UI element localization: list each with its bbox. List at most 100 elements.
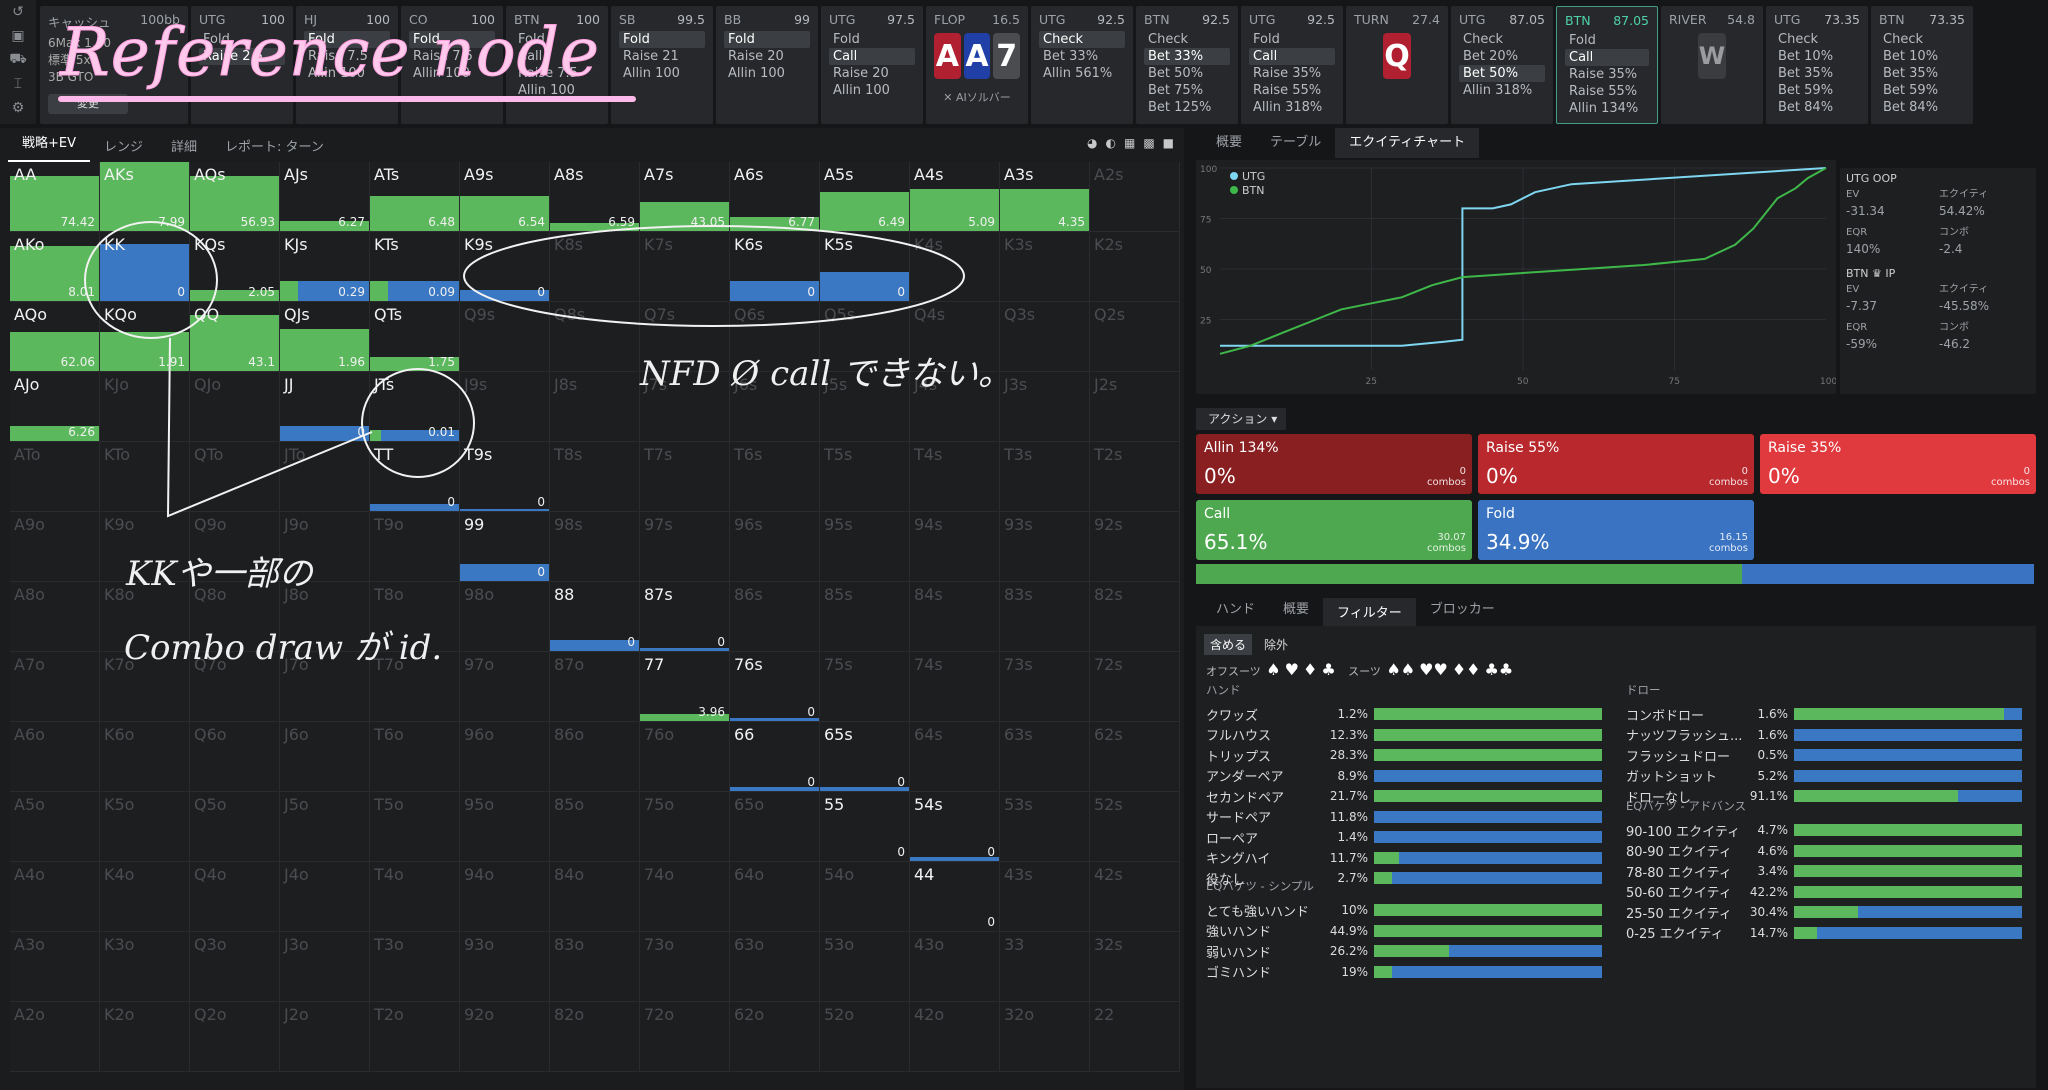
hand-cell[interactable]: T4o <box>370 862 460 932</box>
hand-cell[interactable]: 95s <box>820 512 910 582</box>
hand-cell[interactable]: 43o <box>910 932 1000 1002</box>
filter-row[interactable]: ガットショット 5.2% <box>1626 768 2022 785</box>
filter-row[interactable]: ナッツフラッシュ... 1.6% <box>1626 727 2022 744</box>
filter-row[interactable]: 25-50 エクイティ 30.4% <box>1626 904 2022 922</box>
filter-row[interactable]: 80-90 エクイティ 4.6% <box>1626 843 2022 860</box>
hand-cell[interactable]: AJo 6.26 <box>10 372 100 442</box>
action-column[interactable]: CO 100 Fold Raise 7.5 Allin 100 <box>401 6 503 124</box>
tab-3[interactable]: レポート: ターン <box>225 139 324 155</box>
hand-cell[interactable]: 94s <box>910 512 1000 582</box>
hand-cell[interactable]: K4o <box>100 862 190 932</box>
square-view-icon[interactable]: ■ <box>1162 136 1174 150</box>
hand-cell[interactable]: JJ 0 <box>280 372 370 442</box>
action-option[interactable]: Fold <box>518 32 545 47</box>
action-option[interactable]: Bet 125% <box>1148 100 1212 115</box>
action-option[interactable]: Bet 84% <box>1778 100 1834 115</box>
action-box[interactable]: Fold 34.9% 16.15 combos <box>1478 500 1754 560</box>
hand-cell[interactable]: 76o <box>640 722 730 792</box>
hand-cell[interactable]: A2o <box>10 1002 100 1072</box>
hand-cell[interactable]: Q8s <box>550 302 640 372</box>
hand-cell[interactable]: A8o <box>10 582 100 652</box>
hand-cell[interactable]: 52s <box>1090 792 1180 862</box>
hand-cell[interactable]: J8s <box>550 372 640 442</box>
hand-cell[interactable]: JTo <box>280 442 370 512</box>
hand-cell[interactable]: Q4o <box>190 862 280 932</box>
hand-cell[interactable]: KQo 1.91 <box>100 302 190 372</box>
hand-cell[interactable]: 83o <box>550 932 640 1002</box>
hand-cell[interactable]: A3s 4.35 <box>1000 162 1090 232</box>
action-option[interactable]: Allin 100 <box>308 66 365 81</box>
hand-cell[interactable]: AQs 56.93 <box>190 162 280 232</box>
hand-cell[interactable]: 52o <box>820 1002 910 1072</box>
hand-cell[interactable]: Q2o <box>190 1002 280 1072</box>
hand-cell[interactable]: 85s <box>820 582 910 652</box>
hand-cell[interactable]: KJs 0.29 <box>280 232 370 302</box>
hand-cell[interactable]: 72o <box>640 1002 730 1072</box>
filter-row[interactable]: 50-60 エクイティ 42.2% <box>1626 884 2022 901</box>
hand-cell[interactable]: J7o <box>280 652 370 722</box>
hand-cell[interactable]: 42o <box>910 1002 1000 1072</box>
action-option[interactable]: Fold <box>1569 33 1596 48</box>
hand-cell[interactable]: 75s <box>820 652 910 722</box>
hand-cell[interactable]: K2s <box>1090 232 1180 302</box>
hand-cell[interactable]: A6o <box>10 722 100 792</box>
hand-cell[interactable]: 42s <box>1090 862 1180 932</box>
hand-cell[interactable]: K6s 0 <box>730 232 820 302</box>
hand-cell[interactable]: 96o <box>460 722 550 792</box>
hand-cell[interactable]: 54o <box>820 862 910 932</box>
action-dropdown[interactable]: アクション ▾ <box>1196 408 1286 430</box>
hand-cell[interactable]: 82s <box>1090 582 1180 652</box>
suited-diamond-icon[interactable]: ♦♦ <box>1451 660 1481 679</box>
hand-cell[interactable]: 82o <box>550 1002 640 1072</box>
hand-cell[interactable]: 65o <box>730 792 820 862</box>
hand-cell[interactable]: QQ 43.1 <box>190 302 280 372</box>
hand-cell[interactable]: Q3o <box>190 932 280 1002</box>
hand-cell[interactable]: 93s <box>1000 512 1090 582</box>
filter-row[interactable]: クワッズ 1.2% <box>1206 706 1602 724</box>
hand-cell[interactable]: AQo 62.06 <box>10 302 100 372</box>
action-option[interactable]: Allin 100 <box>833 83 890 98</box>
action-option[interactable]: Allin 561% <box>1043 66 1113 81</box>
action-option[interactable]: Bet 33% <box>1043 49 1099 64</box>
hand-cell[interactable]: K4s <box>910 232 1000 302</box>
contrast-view-icon[interactable]: ◐ <box>1105 136 1116 150</box>
club-icon[interactable]: ♣ <box>1321 660 1336 679</box>
hand-cell[interactable]: K8o <box>100 582 190 652</box>
action-option[interactable]: Check <box>1039 31 1125 48</box>
hand-cell[interactable]: 64o <box>730 862 820 932</box>
hand-cell[interactable]: K2o <box>100 1002 190 1072</box>
filter-row[interactable]: トリップス 28.3% <box>1206 747 1602 765</box>
hand-cell[interactable]: T8o <box>370 582 460 652</box>
action-option[interactable]: Raise 2.5 <box>199 48 285 65</box>
action-option[interactable]: Bet 50% <box>1459 65 1545 82</box>
hand-cell[interactable]: 55 0 <box>820 792 910 862</box>
hand-cell[interactable]: 98s <box>550 512 640 582</box>
filter-row[interactable]: 弱いハンド 26.2% <box>1206 943 1602 961</box>
action-option[interactable]: Call <box>829 48 915 65</box>
tab-0[interactable]: ハンド <box>1216 602 1256 617</box>
action-column[interactable]: BTN 73.35 Check Bet 10% Bet 35% Bet 59% Bet 84… <box>1871 6 1973 124</box>
action-option[interactable]: Fold <box>1253 32 1280 47</box>
action-column[interactable]: UTG 92.5 Check Bet 33% Allin 561% <box>1031 6 1133 124</box>
action-option[interactable]: Check <box>1148 32 1188 47</box>
hand-cell[interactable]: J6o <box>280 722 370 792</box>
tab-0[interactable]: 概要 <box>1216 135 1243 150</box>
hand-cell[interactable]: AKs 7.99 <box>100 162 190 232</box>
action-column[interactable]: HJ 100 Fold Raise 7.5 Allin 100 <box>296 6 398 124</box>
action-option[interactable]: Bet 75% <box>1148 83 1204 98</box>
filter-row[interactable]: 役なし 2.7% <box>1206 870 1602 888</box>
hand-cell[interactable]: ATs 6.48 <box>370 162 460 232</box>
filter-row[interactable]: キングハイ 11.7% <box>1206 850 1602 867</box>
filter-row[interactable]: 90-100 エクイティ 4.7% <box>1626 822 2022 840</box>
action-column[interactable]: UTG 73.35 Check Bet 10% Bet 35% Bet 59% Bet 84… <box>1766 6 1868 124</box>
chart-icon[interactable]: ⌶ <box>13 76 23 92</box>
hand-cell[interactable]: J5o <box>280 792 370 862</box>
hand-cell[interactable]: A7s 43.05 <box>640 162 730 232</box>
hand-cell[interactable]: AA 74.42 <box>10 162 100 232</box>
diamond-icon[interactable]: ♦ <box>1302 660 1318 679</box>
action-column[interactable]: BTN 92.5 Check Bet 33% Bet 50% Bet 75% Bet 125… <box>1136 6 1238 124</box>
hand-cell[interactable]: T4s <box>910 442 1000 512</box>
hand-cell[interactable]: 73s <box>1000 652 1090 722</box>
filter-row[interactable]: 0-25 エクイティ 14.7% <box>1626 925 2022 942</box>
action-option[interactable]: Bet 35% <box>1778 66 1834 81</box>
